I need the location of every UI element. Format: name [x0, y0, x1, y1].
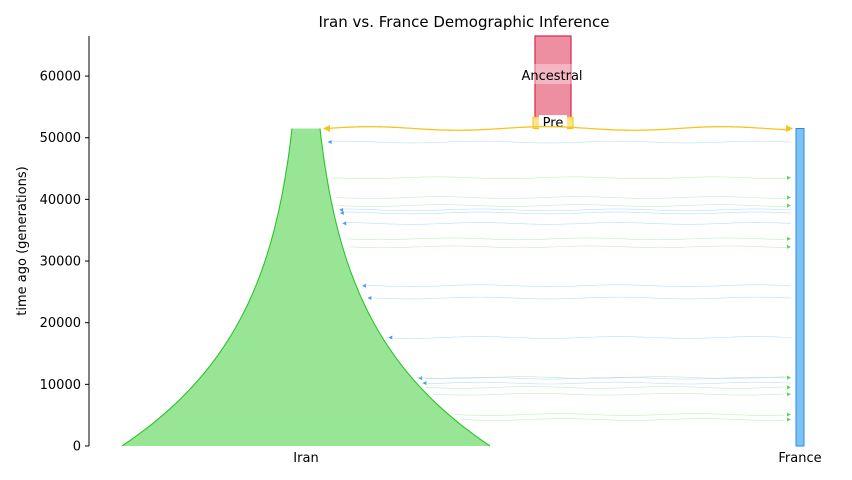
y-tick-label: 10000 [40, 378, 81, 393]
migration-arrowhead-to-france [787, 375, 791, 380]
migration-arrowhead-to-iran [339, 207, 344, 212]
migration-arrow-to-france [336, 196, 787, 199]
migration-arrow-to-france [454, 413, 785, 416]
migration-arrowhead-to-iran [418, 376, 423, 381]
plot-area: 0 10000 20000 30000 40000 50000 60000 Ancestral… [40, 35, 822, 466]
migration-arrow-to-iran [394, 336, 792, 339]
migration-arrowhead-to-iran [327, 140, 332, 145]
migration-arrow-to-france [332, 176, 786, 179]
y-tick-label: 40000 [40, 193, 81, 208]
migration-arrowhead-to-france [787, 195, 791, 200]
x-tick-label-iran: Iran [293, 451, 318, 466]
ancestral-label-bg [518, 64, 588, 85]
chart-title: Iran vs. France Demographic Inference [318, 13, 609, 31]
split-arrow [325, 126, 791, 131]
ancestral-label: Ancestral [521, 69, 582, 84]
ancestral-population-box [534, 35, 572, 130]
migration-arrow-to-iran [373, 296, 792, 300]
split-arrowhead-right [786, 124, 793, 132]
migration-arrow-to-france [346, 237, 785, 241]
iran-population-edge-right [319, 128, 491, 447]
split-arrowhead-left [323, 124, 330, 132]
migration-arrowhead-to-iran [367, 296, 372, 301]
migration-arrowhead-to-france [787, 412, 791, 417]
migration-arrowhead-to-france [787, 417, 791, 422]
france-population-bar [795, 127, 805, 447]
migration-arrow-to-iran [367, 284, 792, 287]
migration-arrowhead-to-france [787, 392, 791, 397]
y-tick-label: 50000 [40, 131, 81, 146]
migration-arrow-to-france [460, 418, 785, 421]
migration-arrow-to-iran [427, 381, 792, 385]
migration-arrow-to-france [338, 204, 786, 207]
y-tick-label: 0 [73, 440, 81, 455]
migration-arrow-to-iran [343, 211, 792, 215]
migration-arrowhead-to-iran [342, 221, 347, 226]
y-tick-label: 20000 [40, 316, 81, 331]
migration-arrowhead-to-france [787, 244, 791, 249]
migration-arrow-to-iran [331, 140, 792, 144]
migration-arrow-to-iran [346, 222, 792, 225]
migration-arrowhead-to-iran [388, 335, 393, 340]
y-axis-label: time ago (generations) [15, 166, 30, 315]
migration-arrowhead-to-iran [339, 210, 344, 215]
migration-arrowhead-to-france [787, 203, 791, 208]
y-tick-label: 30000 [40, 255, 81, 270]
migration-arrowhead-to-france [787, 175, 791, 180]
migration-arrow-to-france [426, 386, 787, 389]
pre-label: Pre [543, 116, 564, 131]
migration-arrowhead-to-france [787, 236, 791, 241]
iran-population-shape [122, 128, 490, 446]
migration-arrow-to-iran [343, 208, 792, 212]
migration-arrow-to-france [432, 393, 787, 396]
y-tick-label: 60000 [40, 70, 81, 85]
migration-arrowhead-to-iran [422, 381, 427, 386]
migration-arrowhead-to-iran [362, 283, 367, 288]
migration-arrow-to-france [348, 245, 787, 249]
migration-arrow-to-france [417, 376, 787, 379]
x-tick-label-france: France [778, 451, 821, 466]
iran-population-edge-left [121, 128, 293, 447]
migration-arrowhead-to-france [787, 385, 791, 390]
